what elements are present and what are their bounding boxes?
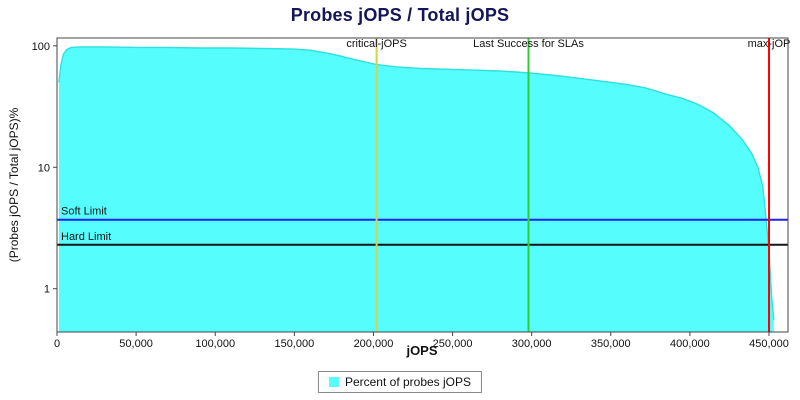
plot-area-fill (58, 46, 774, 333)
x-tick-label: 350,000 (591, 338, 631, 350)
x-tick-label: 300,000 (512, 338, 552, 350)
y-tick-label: 1 (44, 284, 50, 296)
critical-jops-label: critical-jOPS (346, 38, 407, 50)
plot-area-outline (58, 46, 775, 321)
x-axis-title: jOPS (406, 343, 438, 358)
x-tick-label: 450,000 (749, 338, 789, 350)
x-tick-label: 150,000 (274, 338, 314, 350)
y-tick-label: 100 (32, 41, 50, 53)
x-tick-label: 200,000 (354, 338, 394, 350)
last-success-for-slas-label: Last Success for SLAs (473, 38, 584, 50)
legend-swatch-icon (328, 377, 339, 387)
legend-label: Percent of probes jOPS (344, 375, 472, 389)
y-axis-title: (Probes jOPS / Total jOPS)% (7, 107, 21, 263)
x-tick-label: 100,000 (195, 338, 235, 350)
soft-limit-label: Soft Limit (61, 206, 107, 218)
x-tick-label: 400,000 (670, 338, 710, 350)
hard-limit-label: Hard Limit (61, 231, 111, 243)
legend: Percent of probes jOPS (317, 371, 483, 393)
x-tick-label: 250,000 (433, 338, 473, 350)
max-jop-label: max-jOP (748, 38, 791, 50)
plot-border (56, 37, 789, 333)
x-tick-label: 50,000 (119, 338, 153, 350)
chart-title: Probes jOPS / Total jOPS (290, 5, 510, 25)
y-tick-label: 10 (38, 162, 50, 174)
x-tick-label: 0 (54, 338, 60, 350)
